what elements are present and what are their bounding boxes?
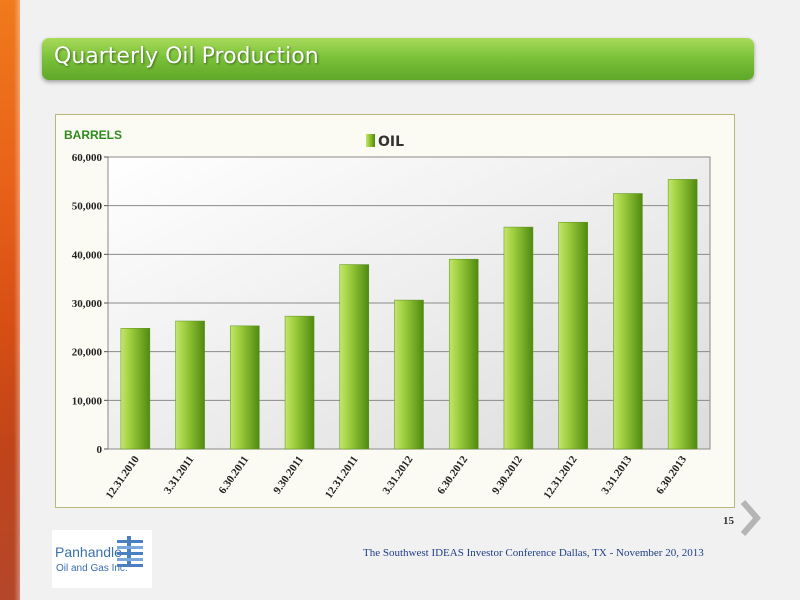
x-tick-label: 3.31.2013 [599,453,634,496]
y-axis-title: BARRELS [64,128,122,142]
x-tick-label: 12.31.2010 [104,453,143,501]
y-axis-ticks: 0 10,000 20,000 30,000 40,000 50,000 60,000 [72,152,108,456]
y-tick-label: 60,000 [72,152,103,164]
legend-label: OIL [378,134,404,150]
y-tick-label: 20,000 [72,347,103,359]
logo-name: Panhandle [55,544,122,560]
bar-chart: BARRELS OIL 0 10,000 20,000 30,000 40,000 50,… [64,128,711,501]
x-tick-label: 3.31.2011 [162,454,197,496]
bar-3.31.2012 [394,299,424,450]
x-tick-label: 12.31.2012 [541,453,580,501]
x-tick-label: 3.31.2012 [380,453,415,496]
logo-mark-icon [117,536,143,567]
legend-swatch [366,134,375,147]
bars [120,179,698,450]
page-number: 15 [723,515,734,527]
footer-conference-text: The Southwest IDEAS Investor Conference … [363,547,704,559]
y-tick-label: 50,000 [72,201,103,213]
bar-6.30.2011 [230,325,260,450]
logo-subtitle: Oil and Gas Inc. [56,563,128,574]
chart-frame: BARRELS OIL 0 10,000 20,000 30,000 40,000 50,… [55,114,735,508]
side-accent-bar [0,0,20,600]
bar-9.30.2011 [284,315,315,450]
y-tick-label: 0 [97,444,103,456]
x-axis-ticks: 12.31.2010 3.31.2011 6.30.2011 9.30.2011 12.… [104,453,690,501]
title-banner: Quarterly Oil Production [42,38,754,80]
bar-12.31.2010 [120,328,151,450]
x-tick-label: 6.30.2012 [435,453,470,496]
bar-12.31.2012 [558,221,588,450]
bar-3.31.2011 [175,320,205,450]
slide-title: Quarterly Oil Production [54,44,319,69]
bar-12.31.2011 [339,264,370,450]
bar-9.30.2012 [503,226,534,450]
x-tick-label: 6.30.2013 [654,453,689,496]
y-tick-label: 30,000 [72,298,103,310]
company-logo: Panhandle Oil and Gas Inc. [52,530,152,588]
x-tick-label: 9.30.2012 [490,453,525,496]
bar-6.30.2012 [448,258,479,450]
legend: OIL [366,134,404,150]
x-tick-label: 6.30.2011 [217,454,252,496]
y-tick-label: 40,000 [72,249,103,261]
bar-3.31.2013 [613,193,643,450]
bar-6.30.2013 [667,179,698,450]
x-tick-label: 9.30.2011 [271,454,306,496]
y-tick-label: 10,000 [72,395,103,407]
x-tick-label: 12.31.2011 [323,454,361,501]
next-chevron-icon[interactable] [738,498,762,538]
